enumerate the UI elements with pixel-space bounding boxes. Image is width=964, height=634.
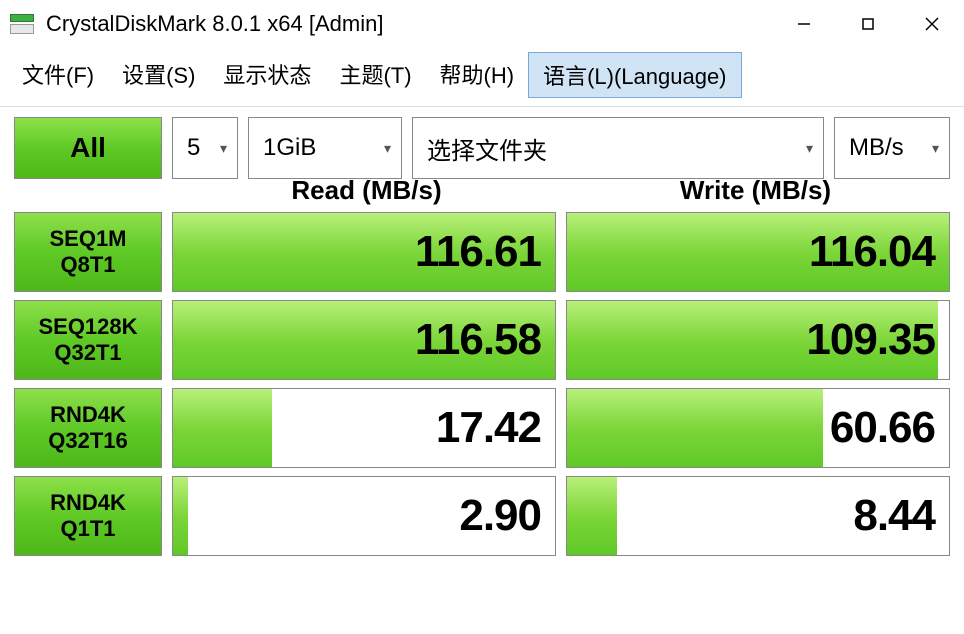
chevron-down-icon: ▾ bbox=[806, 140, 813, 157]
window-controls bbox=[772, 0, 964, 48]
result-row: RND4K Q1T1 2.90 8.44 bbox=[14, 476, 950, 556]
test-button-rnd4k-q1[interactable]: RND4K Q1T1 bbox=[14, 476, 162, 556]
test-name-line2: Q32T1 bbox=[54, 340, 121, 366]
read-value: 116.58 bbox=[415, 315, 541, 365]
folder-value: 选择文件夹 bbox=[427, 131, 547, 166]
chevron-down-icon: ▾ bbox=[384, 140, 391, 157]
test-button-seq128k[interactable]: SEQ128K Q32T1 bbox=[14, 300, 162, 380]
test-name-line1: SEQ128K bbox=[38, 314, 137, 340]
test-button-rnd4k-q32[interactable]: RND4K Q32T16 bbox=[14, 388, 162, 468]
app-icon bbox=[10, 12, 38, 36]
menu-theme[interactable]: 主题(T) bbox=[325, 52, 425, 98]
read-bar bbox=[173, 389, 272, 467]
unit-select[interactable]: MB/s ▾ bbox=[834, 117, 950, 179]
result-row: RND4K Q32T16 17.42 60.66 bbox=[14, 388, 950, 468]
close-button[interactable] bbox=[900, 0, 964, 48]
read-cell: 2.90 bbox=[172, 476, 556, 556]
read-cell: 116.61 bbox=[172, 212, 556, 292]
test-count-value: 5 bbox=[187, 134, 200, 162]
write-cell: 116.04 bbox=[566, 212, 950, 292]
menu-settings[interactable]: 设置(S) bbox=[108, 52, 209, 98]
write-cell: 8.44 bbox=[566, 476, 950, 556]
folder-select[interactable]: 选择文件夹 ▾ bbox=[412, 117, 824, 179]
write-bar bbox=[567, 477, 617, 555]
write-value: 109.35 bbox=[806, 315, 935, 365]
chevron-down-icon: ▾ bbox=[220, 140, 227, 157]
write-cell: 109.35 bbox=[566, 300, 950, 380]
menu-help[interactable]: 帮助(H) bbox=[426, 52, 529, 98]
result-row: SEQ128K Q32T1 116.58 109.35 bbox=[14, 300, 950, 380]
menu-file[interactable]: 文件(F) bbox=[8, 52, 108, 98]
read-value: 17.42 bbox=[436, 403, 541, 453]
write-value: 8.44 bbox=[853, 491, 935, 541]
write-bar bbox=[567, 389, 823, 467]
read-bar bbox=[173, 477, 188, 555]
test-name-line1: SEQ1M bbox=[49, 226, 126, 252]
read-value: 116.61 bbox=[415, 227, 541, 277]
read-value: 2.90 bbox=[459, 491, 541, 541]
read-cell: 17.42 bbox=[172, 388, 556, 468]
read-cell: 116.58 bbox=[172, 300, 556, 380]
test-size-select[interactable]: 1GiB ▾ bbox=[248, 117, 402, 179]
test-count-select[interactable]: 5▾ bbox=[172, 117, 238, 179]
test-name-line1: RND4K bbox=[50, 490, 126, 516]
minimize-button[interactable] bbox=[772, 0, 836, 48]
test-button-seq1m[interactable]: SEQ1M Q8T1 bbox=[14, 212, 162, 292]
titlebar: CrystalDiskMark 8.0.1 x64 [Admin] bbox=[0, 0, 964, 48]
chevron-down-icon: ▾ bbox=[932, 140, 939, 157]
window-title: CrystalDiskMark 8.0.1 x64 [Admin] bbox=[46, 11, 772, 37]
test-size-value: 1GiB bbox=[263, 134, 316, 162]
maximize-button[interactable] bbox=[836, 0, 900, 48]
test-name-line2: Q1T1 bbox=[60, 516, 115, 542]
write-value: 116.04 bbox=[809, 227, 935, 277]
menu-language[interactable]: 语言(L)(Language) bbox=[528, 52, 741, 98]
test-name-line1: RND4K bbox=[50, 402, 126, 428]
write-cell: 60.66 bbox=[566, 388, 950, 468]
result-row: SEQ1M Q8T1 116.61 116.04 bbox=[14, 212, 950, 292]
unit-value: MB/s bbox=[849, 134, 904, 162]
menu-display[interactable]: 显示状态 bbox=[209, 52, 325, 98]
menubar: 文件(F) 设置(S) 显示状态 主题(T) 帮助(H) 语言(L)(Langu… bbox=[0, 48, 964, 107]
test-name-line2: Q32T16 bbox=[48, 428, 128, 454]
write-value: 60.66 bbox=[830, 403, 935, 453]
results-grid: SEQ1M Q8T1 116.61 116.04 SEQ128K Q32T1 1… bbox=[0, 212, 964, 574]
test-name-line2: Q8T1 bbox=[60, 252, 115, 278]
